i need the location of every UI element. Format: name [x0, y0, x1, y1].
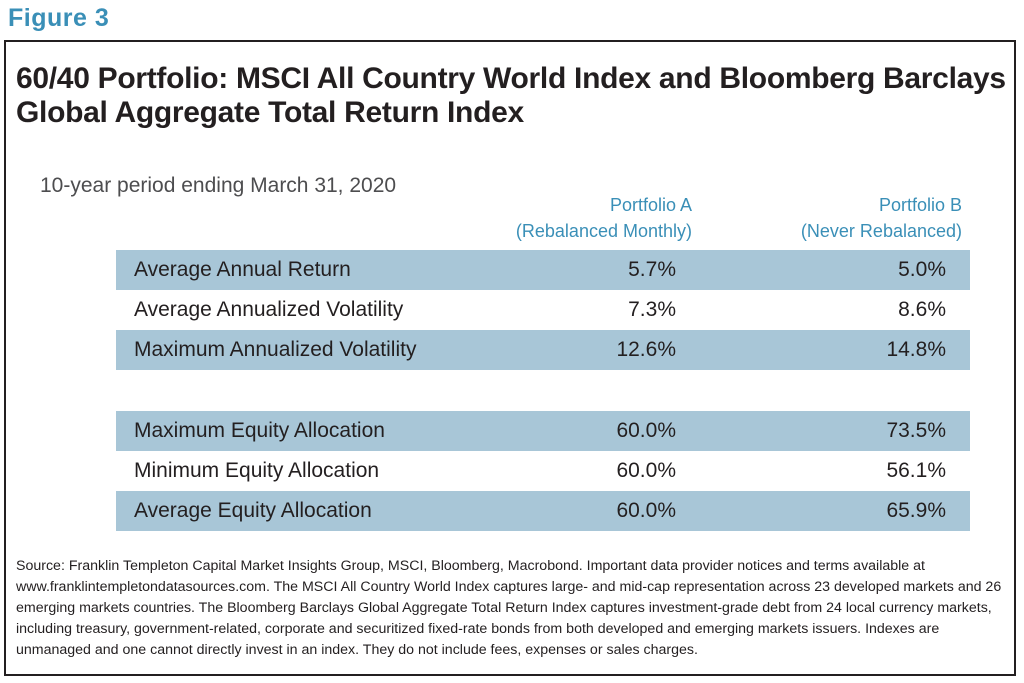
- table-row: Minimum Equity Allocation 60.0% 56.1%: [116, 451, 970, 491]
- table-row: Average Equity Allocation 60.0% 65.9%: [116, 491, 970, 531]
- chart-subtitle: 10-year period ending March 31, 2020: [40, 174, 397, 197]
- value-portfolio-b: 56.1%: [886, 459, 946, 482]
- row-label: Average Annualized Volatility: [134, 298, 404, 321]
- value-portfolio-a: 7.3%: [628, 298, 676, 321]
- figure-label: Figure 3: [8, 4, 110, 32]
- source-note: Source: Franklin Templeton Capital Marke…: [16, 558, 1002, 658]
- data-table: Average Annual Return 5.7% 5.0% Average Ann…: [116, 250, 970, 531]
- value-portfolio-a: 12.6%: [616, 338, 676, 361]
- row-label: Average Annual Return: [134, 258, 351, 281]
- value-portfolio-b: 73.5%: [886, 419, 946, 442]
- row-label: Maximum Equity Allocation: [134, 419, 385, 442]
- column-header-portfolio-a: Portfolio A (Rebalanced Monthly): [406, 192, 692, 244]
- value-portfolio-a: 60.0%: [616, 459, 676, 482]
- column-name-portfolio-b: Portfolio B: [878, 195, 962, 215]
- value-portfolio-b: 65.9%: [886, 499, 946, 522]
- table-row: Maximum Equity Allocation 60.0% 73.5%: [116, 411, 970, 451]
- table-row: Average Annualized Volatility 7.3% 8.6%: [116, 290, 970, 330]
- table-row: Average Annual Return 5.7% 5.0%: [116, 250, 970, 290]
- column-note-portfolio-b: (Never Rebalanced): [800, 221, 962, 241]
- table-row: Maximum Annualized Volatility 12.6% 14.8%: [116, 330, 970, 370]
- group-spacer: [116, 370, 970, 411]
- row-label: Minimum Equity Allocation: [134, 459, 380, 482]
- value-portfolio-b: 8.6%: [898, 298, 946, 321]
- value-portfolio-a: 60.0%: [616, 419, 676, 442]
- value-portfolio-b: 14.8%: [886, 338, 946, 361]
- value-portfolio-a: 5.7%: [628, 258, 676, 281]
- column-header-portfolio-b: Portfolio B (Never Rebalanced): [706, 192, 962, 244]
- value-portfolio-b: 5.0%: [898, 258, 946, 281]
- column-name-portfolio-a: Portfolio A: [609, 195, 692, 215]
- row-label: Maximum Annualized Volatility: [134, 338, 417, 361]
- chart-title: 60/40 Portfolio: MSCI All Country World …: [16, 62, 1006, 129]
- row-label: Average Equity Allocation: [134, 499, 372, 522]
- figure-frame: 60/40 Portfolio: MSCI All Country World …: [4, 40, 1016, 676]
- column-note-portfolio-a: (Rebalanced Monthly): [515, 221, 692, 241]
- value-portfolio-a: 60.0%: [616, 499, 676, 522]
